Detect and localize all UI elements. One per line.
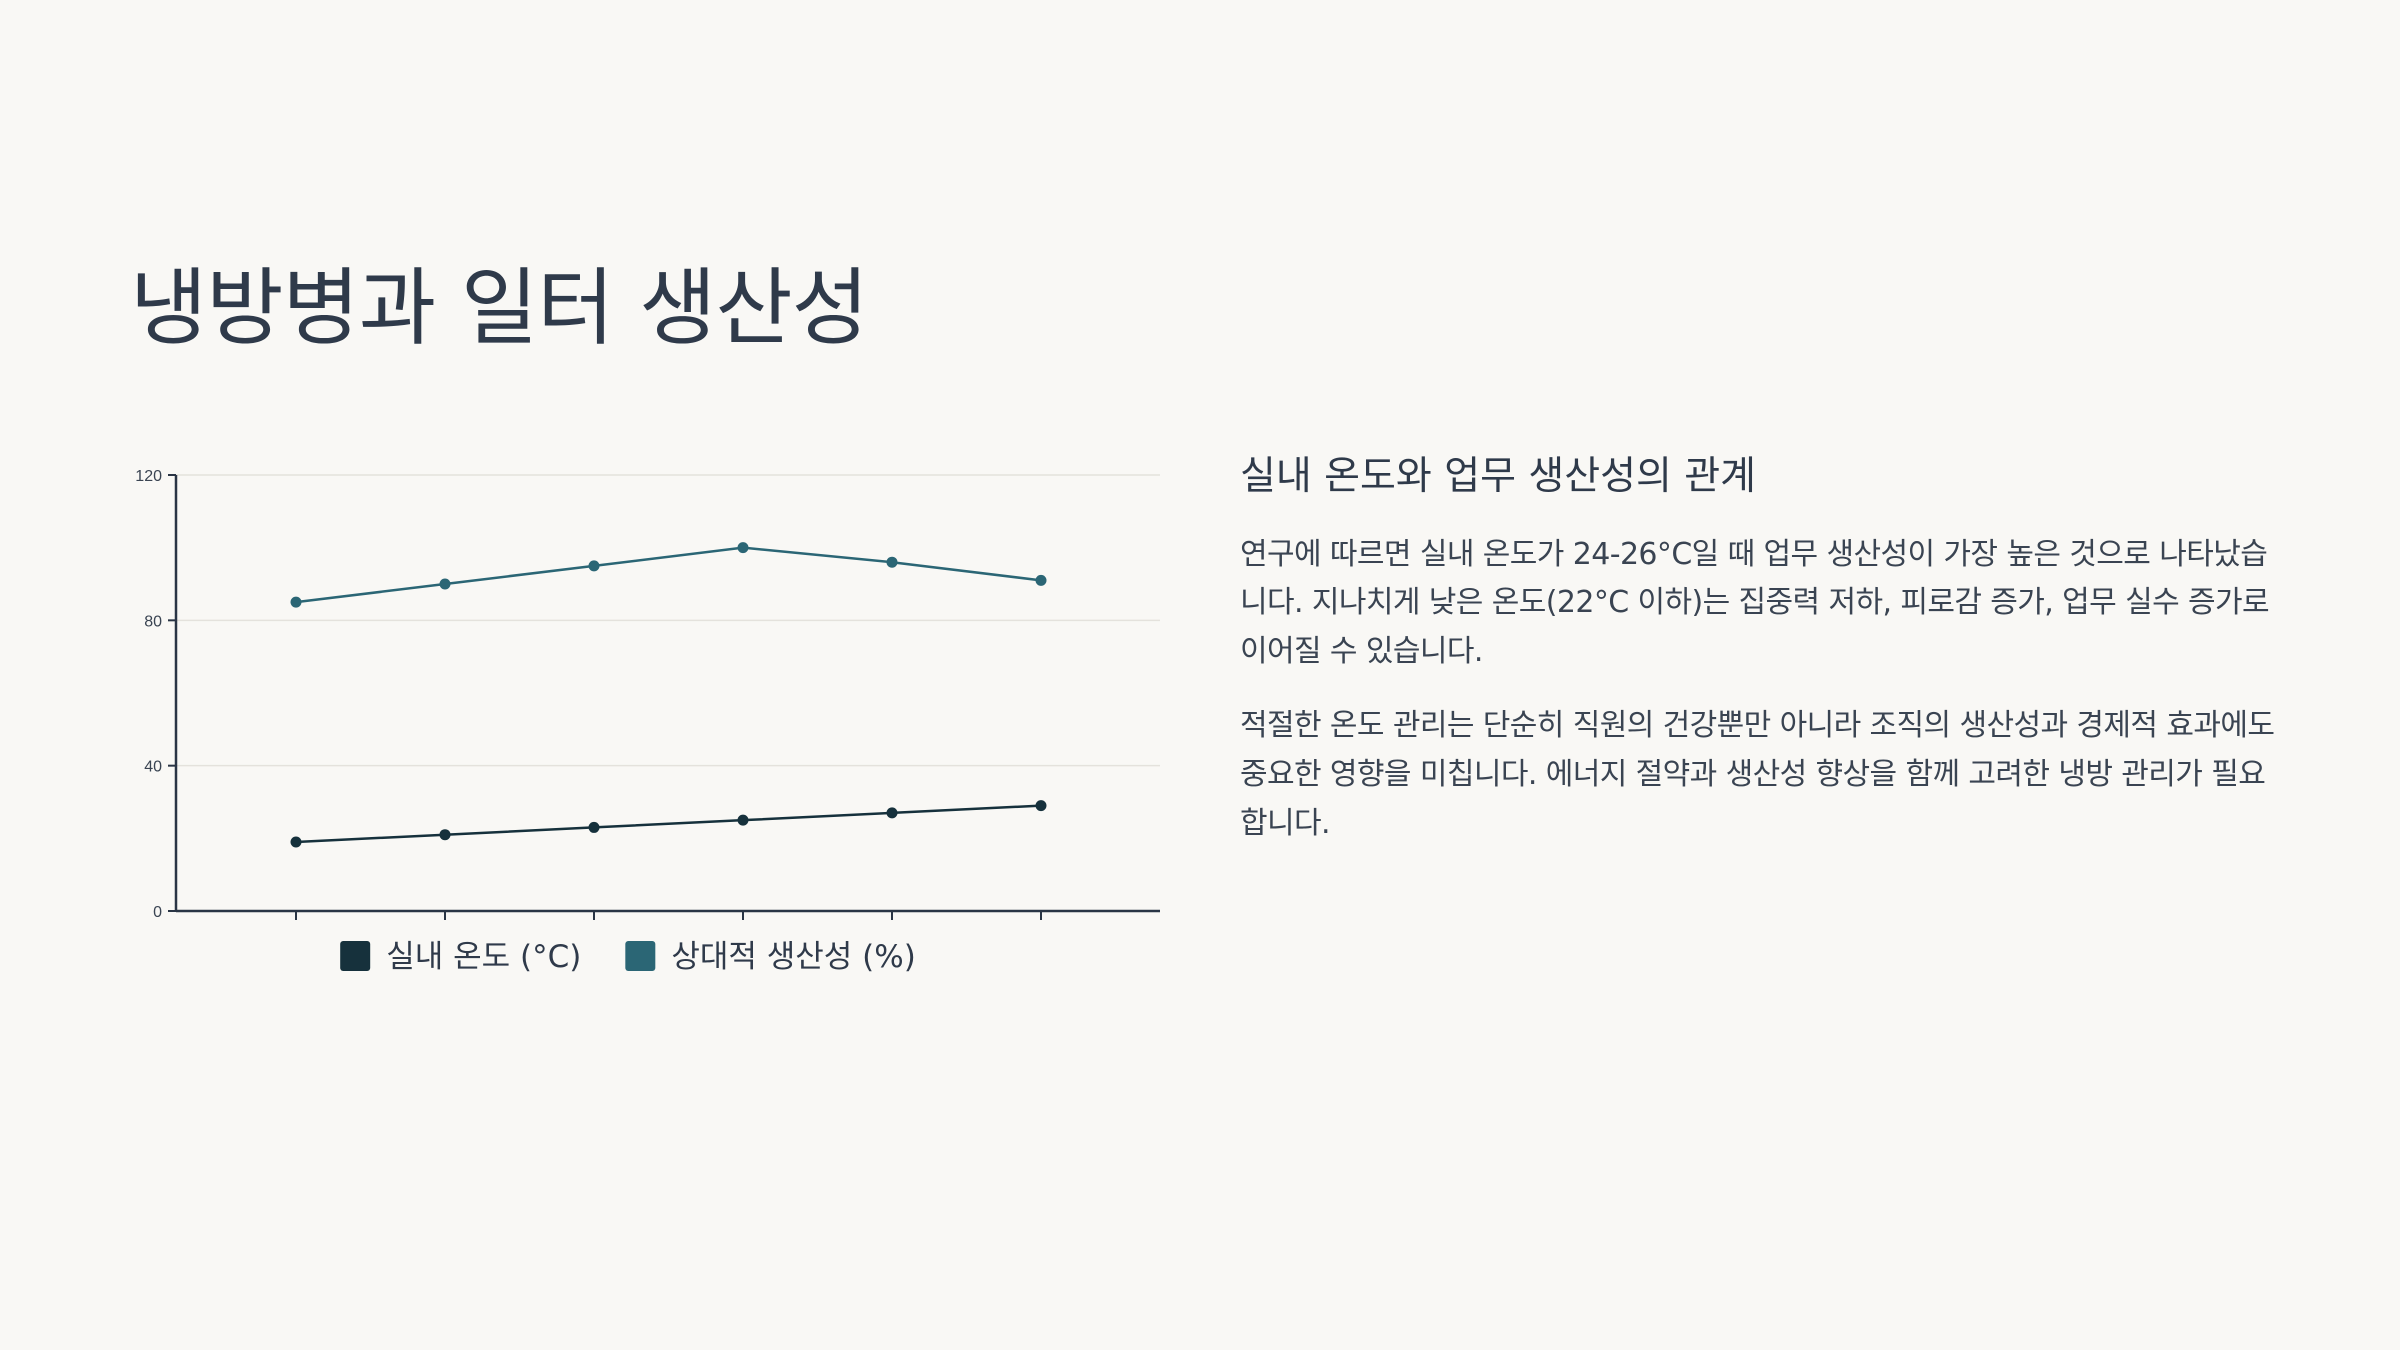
data-point-series-2 xyxy=(290,596,302,608)
data-point-series-1 xyxy=(1035,800,1047,812)
page-title: 냉방병과 일터 생산성 xyxy=(130,259,869,357)
legend-label: 상대적 생산성 (%) xyxy=(671,939,915,975)
y-tick-label: 120 xyxy=(135,468,162,485)
legend-swatch xyxy=(340,941,371,971)
legend-swatch xyxy=(625,941,656,971)
chart-legend: 실내 온도 (°C) 상대적 생산성 (%) xyxy=(340,939,916,975)
legend-item-1: 실내 온도 (°C) xyxy=(340,939,581,975)
data-point-series-2 xyxy=(1035,574,1047,586)
series-lines xyxy=(290,542,1047,848)
panel-paragraph-1: 연구에 따르면 실내 온도가 24-26°C일 때 업무 생산성이 가장 높은 … xyxy=(1240,536,2270,669)
axes: 0 40 80 120 xyxy=(135,468,1160,921)
data-point-series-1 xyxy=(439,829,451,841)
data-point-series-1 xyxy=(588,821,600,833)
data-point-series-2 xyxy=(886,556,898,568)
legend-item-2: 상대적 생산성 (%) xyxy=(625,939,916,975)
data-point-series-1 xyxy=(886,807,898,819)
y-tick-label: 40 xyxy=(144,759,162,776)
grid-lines xyxy=(176,474,1160,767)
panel-heading: 실내 온도와 업무 생산성의 관계 xyxy=(1240,454,1757,499)
data-point-series-1 xyxy=(290,836,302,848)
y-tick-label: 0 xyxy=(153,904,162,921)
series-line-1 xyxy=(295,804,1042,844)
legend-label: 실내 온도 (°C) xyxy=(386,939,581,975)
data-point-series-1 xyxy=(737,814,749,826)
chart-canvas: 0 40 80 120 실내 온도 (°C) 상대적 생산성 (%) xyxy=(135,468,1160,975)
data-point-series-2 xyxy=(588,560,600,572)
y-tick-label: 80 xyxy=(144,613,162,630)
data-point-series-2 xyxy=(439,578,451,590)
series-line-2 xyxy=(295,546,1042,604)
text-panel: 실내 온도와 업무 생산성의 관계 연구에 따르면 실내 온도가 24-26°C… xyxy=(1240,452,2280,874)
data-point-series-2 xyxy=(737,542,749,554)
line-chart: 0 40 80 120 실내 온도 (°C) 상대적 생산성 (%) xyxy=(100,448,1180,988)
panel-paragraph-2: 적절한 온도 관리는 단순히 직원의 건강뿐만 아니라 조직의 생산성과 경제적… xyxy=(1240,708,2275,841)
